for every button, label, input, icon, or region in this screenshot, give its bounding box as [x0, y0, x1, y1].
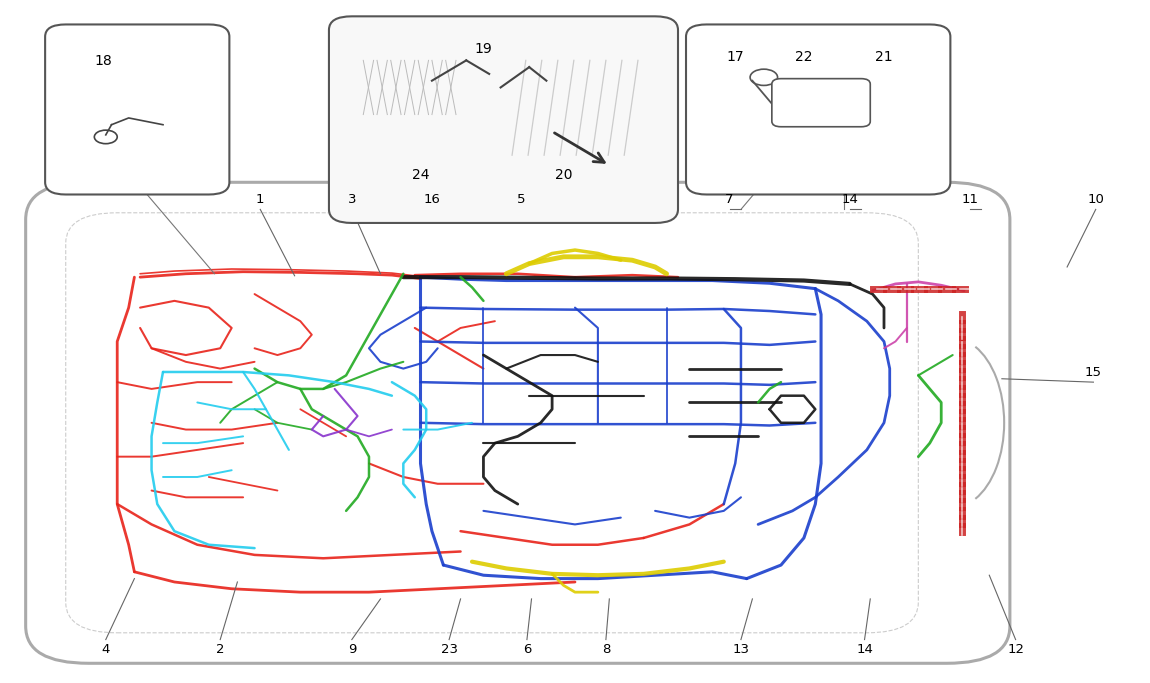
Text: 10: 10 [1087, 193, 1104, 206]
Text: 14: 14 [856, 643, 873, 656]
Text: 24: 24 [412, 168, 429, 182]
Text: 18: 18 [94, 53, 112, 68]
Text: 14: 14 [842, 193, 858, 206]
Text: 13: 13 [733, 643, 750, 656]
Text: 4: 4 [101, 643, 110, 656]
FancyBboxPatch shape [772, 79, 871, 127]
Text: 16: 16 [423, 193, 440, 206]
Text: 12: 12 [1007, 643, 1025, 656]
Text: 22: 22 [795, 50, 813, 64]
Text: 5: 5 [518, 193, 526, 206]
Text: 9: 9 [347, 643, 356, 656]
Text: 8: 8 [601, 643, 611, 656]
Text: 20: 20 [554, 168, 573, 182]
Text: 19: 19 [475, 42, 492, 56]
Text: 23: 23 [440, 643, 458, 656]
Text: 11: 11 [961, 193, 979, 206]
FancyBboxPatch shape [329, 16, 678, 223]
Text: 3: 3 [347, 193, 356, 206]
FancyBboxPatch shape [25, 182, 1010, 663]
Text: 17: 17 [727, 50, 744, 64]
Text: 21: 21 [875, 50, 892, 64]
Text: 7: 7 [726, 193, 734, 206]
Text: 6: 6 [523, 643, 531, 656]
FancyBboxPatch shape [45, 25, 229, 195]
Text: 2: 2 [216, 643, 224, 656]
Text: 15: 15 [1084, 366, 1102, 379]
FancyBboxPatch shape [687, 25, 950, 195]
Text: 1: 1 [256, 193, 264, 206]
